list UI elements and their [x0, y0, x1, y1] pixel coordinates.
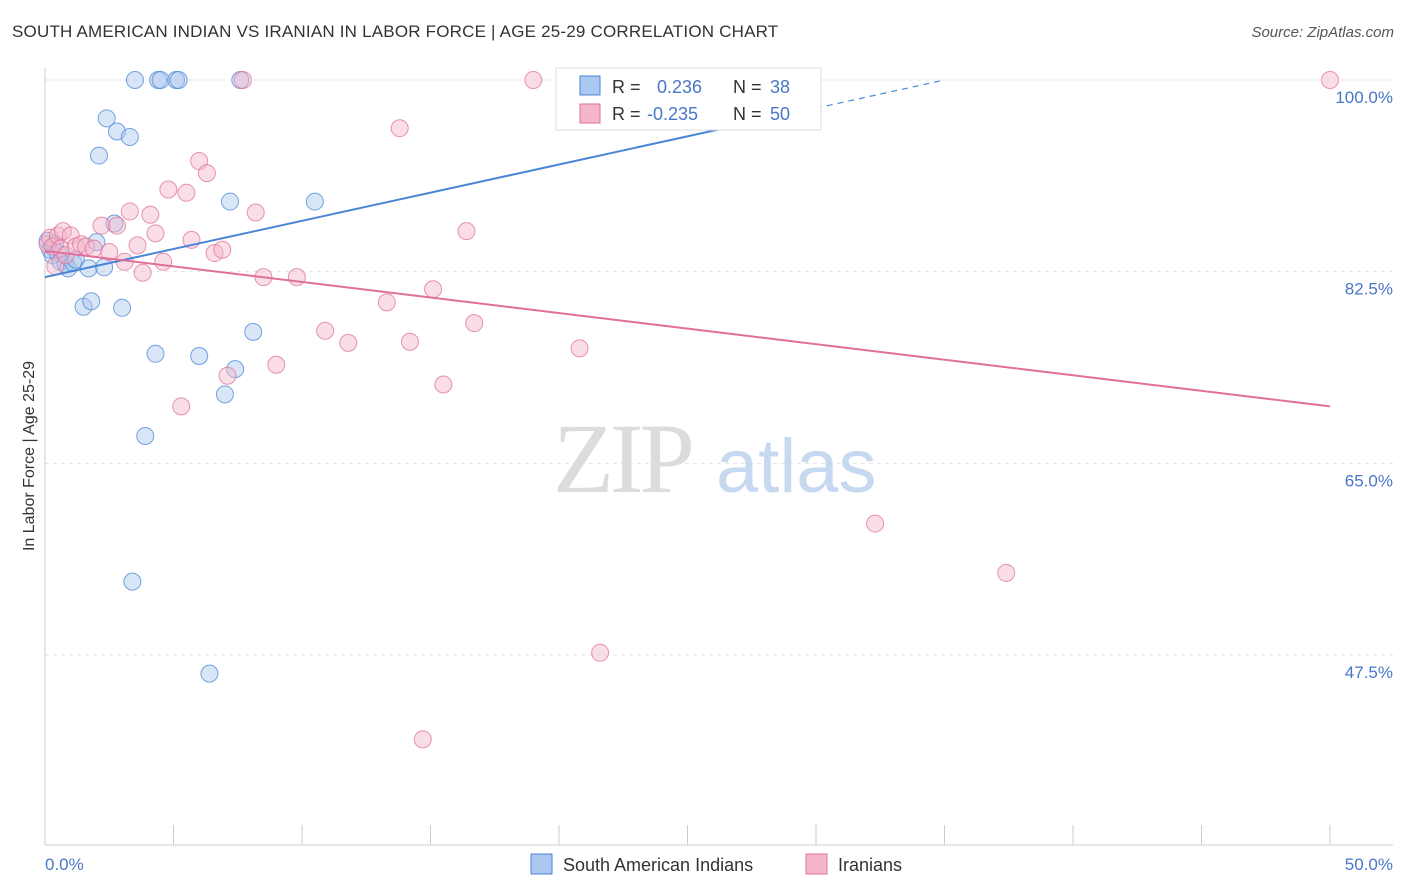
- point-iranians: [434, 375, 453, 394]
- grid-lines: [45, 79, 1393, 656]
- point-iranians: [92, 216, 111, 235]
- watermark: ZIP atlas: [553, 403, 877, 514]
- point-iranians: [413, 730, 432, 749]
- point-iranians: [591, 643, 610, 662]
- point-iranians: [197, 164, 216, 183]
- chart-source: Source: ZipAtlas.com: [1251, 24, 1394, 41]
- point-iranians: [316, 321, 335, 340]
- point-iranians: [154, 252, 173, 271]
- point-iranians: [177, 183, 196, 202]
- stats-pink-n-label: N =: [733, 104, 762, 124]
- y-tick-label: 65.0%: [1345, 471, 1393, 490]
- y-tick-label: 47.5%: [1345, 663, 1393, 682]
- data-points: [38, 71, 1339, 749]
- point-south-american-indians: [89, 146, 108, 165]
- point-south-american-indians: [123, 572, 142, 591]
- y-tick-label: 82.5%: [1345, 280, 1393, 299]
- stats-blue-r-label: R =: [612, 77, 641, 97]
- watermark-zip: ZIP: [553, 403, 691, 514]
- point-south-american-indians: [244, 322, 263, 341]
- point-iranians: [128, 236, 147, 255]
- point-south-american-indians: [151, 71, 170, 89]
- stats-blue-swatch: [579, 75, 601, 96]
- point-south-american-indians: [136, 426, 155, 445]
- point-south-american-indians: [190, 347, 209, 365]
- legend-label-south-american-indians: South American Indians: [563, 855, 753, 875]
- point-iranians: [287, 268, 306, 287]
- x-tick-labels: 0.0% 50.0%: [45, 855, 1393, 874]
- y-axis-label: In Labor Force | Age 25-29: [21, 361, 38, 551]
- point-south-american-indians: [113, 298, 132, 317]
- point-iranians: [866, 514, 885, 533]
- legend-swatch-iranians: [805, 853, 828, 875]
- y-tick-label: 100.0%: [1335, 88, 1393, 107]
- x-tick-label: 0.0%: [45, 855, 84, 874]
- point-iranians: [400, 332, 419, 351]
- stats-pink-r-label: R =: [612, 104, 641, 124]
- point-south-american-indians: [200, 664, 219, 683]
- stats-pink-r-value: -0.235: [647, 104, 698, 124]
- point-iranians: [100, 242, 119, 261]
- point-iranians: [107, 216, 126, 235]
- point-iranians: [146, 224, 165, 243]
- point-south-american-indians: [97, 109, 116, 128]
- trendlines: [44, 79, 1331, 408]
- x-tick-label: 50.0%: [1345, 855, 1393, 874]
- point-south-american-indians: [305, 192, 324, 211]
- watermark-atlas: atlas: [716, 424, 877, 509]
- trendline-south-american-indians-extension: [815, 79, 945, 109]
- chart-title: SOUTH AMERICAN INDIAN VS IRANIAN IN LABO…: [12, 22, 779, 41]
- point-south-american-indians: [221, 192, 240, 211]
- point-iranians: [1321, 71, 1339, 89]
- axes: [44, 68, 1393, 846]
- point-iranians: [465, 314, 484, 333]
- stats-blue-n-value: 38: [770, 77, 790, 97]
- point-south-american-indians: [95, 258, 114, 277]
- stats-blue-r-value: 0.236: [657, 77, 702, 97]
- legend-swatch-south-american-indians: [530, 853, 553, 875]
- stats-pink-swatch: [579, 103, 601, 124]
- point-iranians: [172, 397, 191, 416]
- point-iranians: [524, 71, 543, 89]
- stats-legend: R = 0.236 N = 38 R = -0.235 N = 50: [555, 67, 822, 131]
- point-iranians: [120, 202, 139, 221]
- point-south-american-indians: [215, 385, 234, 404]
- point-iranians: [457, 222, 476, 241]
- point-south-american-indians: [146, 344, 165, 363]
- point-south-american-indians: [169, 71, 188, 89]
- point-iranians: [218, 366, 237, 385]
- series-legend: South American Indians Iranians: [530, 853, 902, 875]
- point-iranians: [233, 71, 252, 89]
- point-iranians: [339, 333, 358, 352]
- point-iranians: [390, 119, 409, 138]
- legend-label-iranians: Iranians: [838, 855, 902, 875]
- stats-pink-n-value: 50: [770, 104, 790, 124]
- point-iranians: [133, 263, 152, 282]
- point-iranians: [159, 180, 178, 199]
- point-iranians: [141, 205, 160, 224]
- point-iranians: [267, 355, 286, 374]
- point-south-american-indians: [226, 360, 245, 379]
- point-iranians: [246, 203, 265, 222]
- point-iranians: [424, 280, 443, 299]
- point-iranians: [997, 563, 1016, 582]
- point-iranians: [213, 240, 232, 259]
- point-south-american-indians: [82, 292, 101, 311]
- point-south-american-indians: [120, 127, 139, 146]
- stats-blue-n-label: N =: [733, 77, 762, 97]
- point-iranians: [570, 339, 589, 358]
- trendline-iranians: [44, 249, 1331, 408]
- point-iranians: [377, 293, 396, 312]
- point-south-american-indians: [125, 71, 144, 89]
- point-iranians: [84, 239, 103, 258]
- trendline-south-american-indians: [44, 107, 817, 279]
- y-tick-labels: 47.5% 65.0% 82.5% 100.0%: [1335, 88, 1393, 682]
